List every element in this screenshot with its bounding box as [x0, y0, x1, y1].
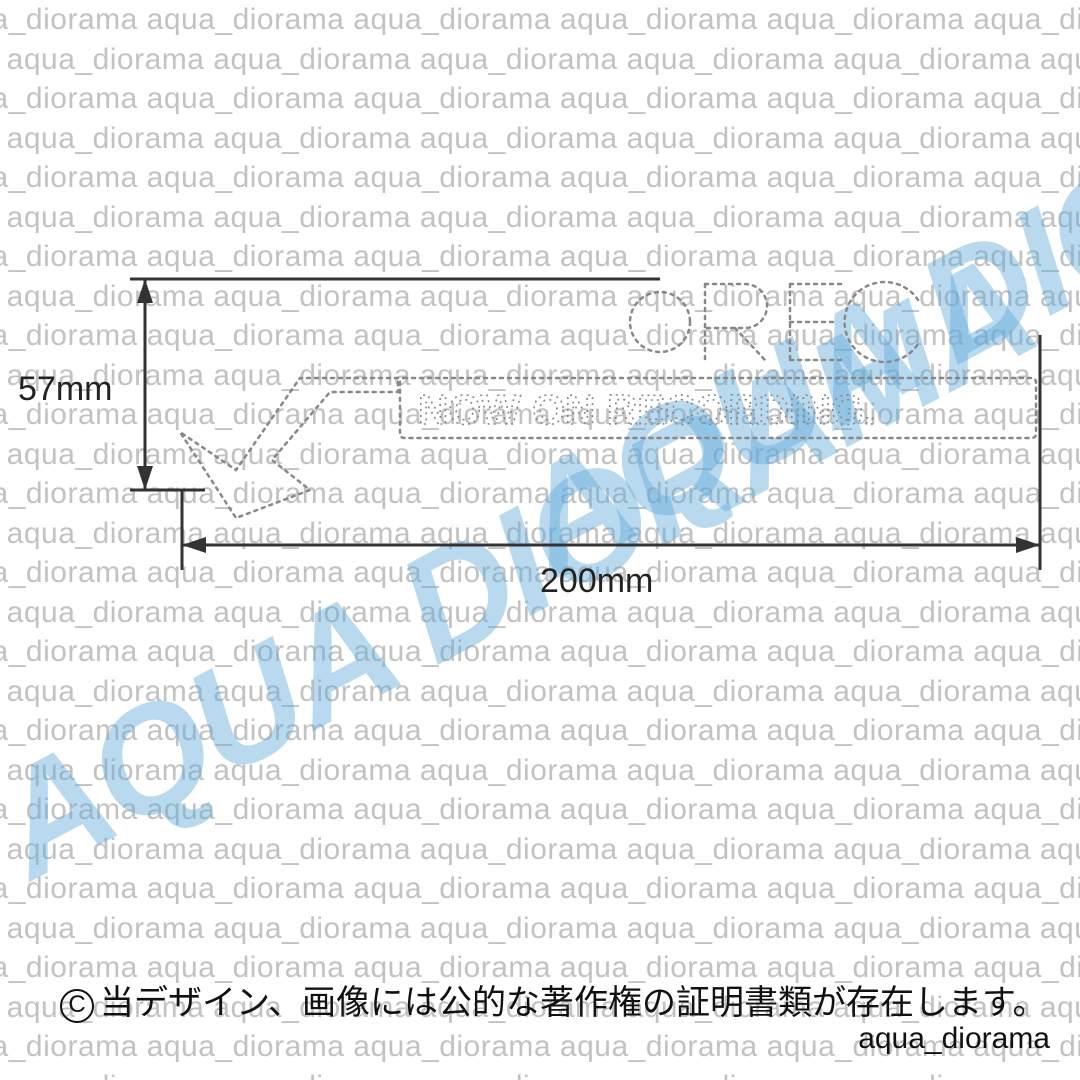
width-dimension-label: 200mm: [540, 562, 653, 601]
copyright-icon: C: [60, 989, 94, 1023]
dimension-diagram: NOW ON RECORDING. 57mm 200mm: [0, 0, 1080, 1080]
height-dimension-label: 57mm: [18, 370, 112, 409]
attribution-text: aqua_diorama: [858, 1022, 1050, 1056]
copyright-notice: C当デザイン、画像には公的な著作権の証明書類が存在します。: [60, 975, 1047, 1024]
sticker-subtext-svg: NOW ON RECORDING.: [418, 386, 875, 433]
copyright-text: 当デザイン、画像には公的な著作権の証明書類が存在します。: [100, 984, 1047, 1022]
